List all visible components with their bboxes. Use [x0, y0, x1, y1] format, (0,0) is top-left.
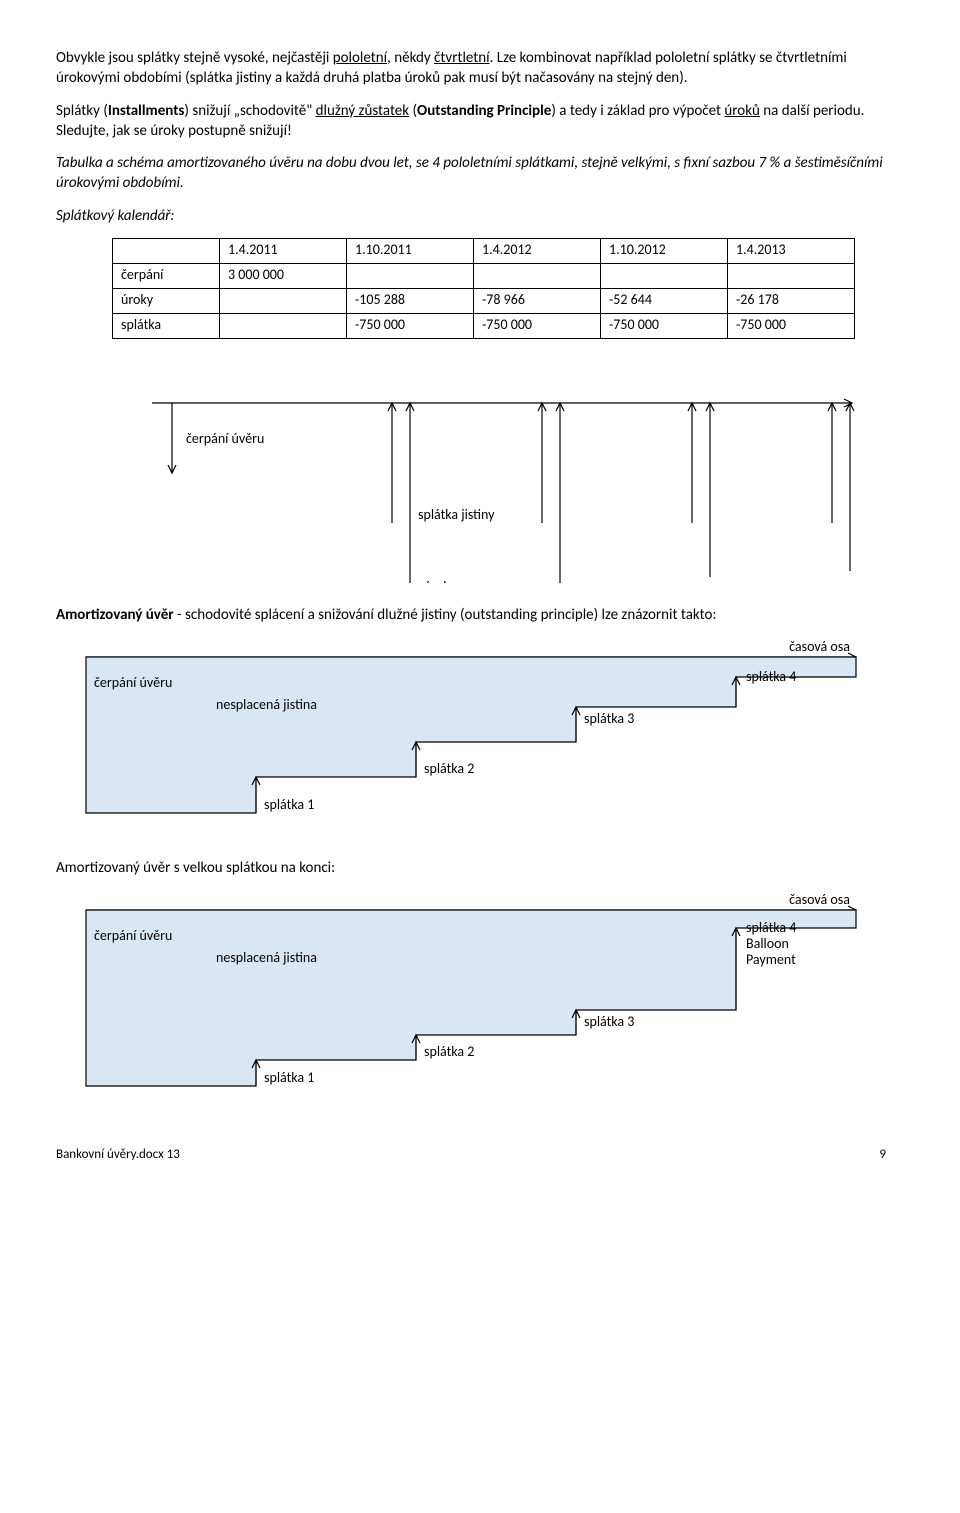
payment-schedule-table: 1.4.20111.10.20111.4.20121.10.20121.4.20…: [112, 238, 855, 339]
table-cell: -750 000: [728, 313, 855, 338]
table-cell: [601, 263, 728, 288]
svg-text:čerpání úvěru: čerpání úvěru: [186, 430, 264, 447]
svg-text:čerpání úvěru: čerpání úvěru: [94, 927, 172, 944]
footer-filename: Bankovní úvěry.docx 13: [56, 1146, 180, 1164]
table-header: 1.10.2012: [601, 238, 728, 263]
table-cell: [220, 313, 347, 338]
footer-page-number: 9: [879, 1146, 886, 1164]
staircase-diagram-amortized: časová osa čerpání úvěru nesplacená jistin…: [56, 637, 904, 833]
svg-text:časová osa: časová osa: [789, 638, 850, 655]
svg-text:splátka 2: splátka 2: [424, 1043, 474, 1060]
table-cell: [347, 263, 474, 288]
svg-text:splátka jistiny: splátka jistiny: [418, 506, 495, 523]
paragraph-payments: Obvykle jsou splátky stejně vysoké, nejč…: [56, 48, 904, 89]
svg-text:BalloonPayment: BalloonPayment: [746, 935, 796, 968]
table-cell: -750 000: [347, 313, 474, 338]
text: ) a tedy i základ pro výpočet: [551, 102, 724, 120]
text: Splátky (: [56, 102, 108, 120]
text-underline: úroků: [724, 102, 759, 120]
table-cell: [474, 263, 601, 288]
table-cell: -26 178: [728, 288, 855, 313]
table-cell: 3 000 000: [220, 263, 347, 288]
text-bold: Amortizovaný úvěr: [56, 606, 174, 624]
table-cell: [728, 263, 855, 288]
table-cell: úroky: [113, 288, 220, 313]
text-bold: Installments: [108, 102, 185, 120]
text-underline: pololetní: [333, 49, 387, 67]
table-cell: splátka: [113, 313, 220, 338]
paragraph-installments: Splátky (Installments) snižují „schodovi…: [56, 101, 904, 142]
table-header: 1.4.2011: [220, 238, 347, 263]
paragraph-table-intro: Tabulka a schéma amortizovaného úvěru na…: [56, 153, 904, 194]
paragraph-balloon: Amortizovaný úvěr s velkou splátkou na k…: [56, 858, 904, 878]
text: (: [409, 102, 417, 120]
table-header: 1.4.2013: [728, 238, 855, 263]
text-bold: Outstanding Principle: [417, 102, 551, 120]
table-cell: -78 966: [474, 288, 601, 313]
table-cell: -52 644: [601, 288, 728, 313]
timeline-diagram: čerpání úvěru splátka jistiny úrok: [112, 353, 904, 589]
svg-text:nesplacená jistina: nesplacená jistina: [216, 696, 317, 713]
svg-text:splátka 4: splátka 4: [746, 668, 796, 685]
text: Obvykle jsou splátky stejně vysoké, nejč…: [56, 49, 333, 67]
svg-text:splátka 3: splátka 3: [584, 1013, 634, 1030]
table-cell: [220, 288, 347, 313]
text: ) snižují „schodovitě": [184, 102, 315, 120]
text-underline: čtvrtletní: [434, 49, 490, 67]
table-cell: -750 000: [474, 313, 601, 338]
paragraph-amortized: Amortizovaný úvěr - schodovité splácení …: [56, 605, 904, 625]
svg-text:časová osa: časová osa: [789, 891, 850, 908]
text: - schodovité splácení a snižování dlužné…: [174, 606, 717, 624]
table-row: úroky -105 288-78 966-52 644-26 178: [113, 288, 855, 313]
table-cell: -105 288: [347, 288, 474, 313]
svg-text:splátka 4: splátka 4: [746, 919, 796, 936]
text-underline: dlužný zůstatek: [316, 102, 409, 120]
text: , někdy: [387, 49, 434, 67]
svg-text:splátka 3: splátka 3: [584, 710, 634, 727]
svg-text:čerpání úvěru: čerpání úvěru: [94, 674, 172, 691]
svg-text:úrok: úrok: [424, 578, 450, 583]
paragraph-schedule-label: Splátkový kalendář:: [56, 206, 904, 226]
table-header: 1.4.2012: [474, 238, 601, 263]
table-cell: čerpání: [113, 263, 220, 288]
table-row: splátka-750 000-750 000-750 000-750 000: [113, 313, 855, 338]
svg-text:nesplacená jistina: nesplacená jistina: [216, 949, 317, 966]
svg-text:splátka 2: splátka 2: [424, 760, 474, 777]
table-row: čerpání3 000 000: [113, 263, 855, 288]
table-cell: -750 000: [601, 313, 728, 338]
svg-text:splátka 1: splátka 1: [264, 1069, 314, 1086]
table-header: [113, 238, 220, 263]
page-footer: Bankovní úvěry.docx 13 9: [56, 1146, 886, 1164]
staircase-diagram-balloon: časová osa čerpání úvěru nesplacená jistin…: [56, 890, 904, 1106]
svg-text:splátka 1: splátka 1: [264, 796, 314, 813]
table-header: 1.10.2011: [347, 238, 474, 263]
